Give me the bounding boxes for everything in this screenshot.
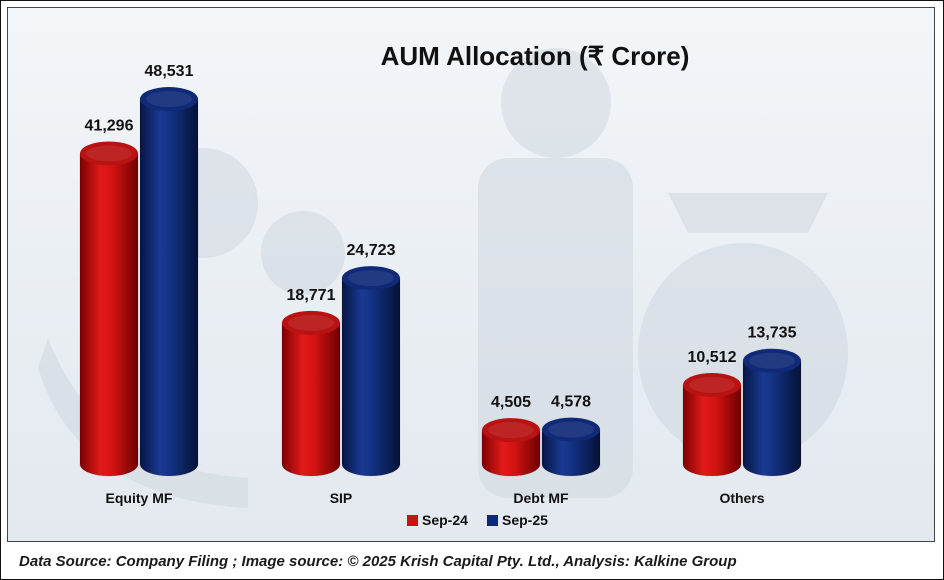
bar-sep-24-others [682,372,742,477]
chart-title: AUM Allocation (₹ Crore) [381,41,690,71]
legend-swatch-sep-25 [487,515,498,526]
bar-sep-25-debt-mf [541,417,601,477]
data-source-footer: Data Source: Company Filing ; Image sour… [19,553,737,570]
bar-sep-24-equity-mf [79,141,139,477]
category-label-others: Others [719,490,764,506]
bar-sep-25-others [742,348,802,477]
data-label-sep-25-others: 13,735 [748,325,797,342]
legend-swatch-sep-24 [407,515,418,526]
data-label-sep-24-equity-mf: 41,296 [85,117,134,134]
chart-legend: Sep-24 Sep-25 [407,512,548,528]
bar-sep-25-sip [341,266,401,477]
bar-sep-25-equity-mf [139,87,199,477]
category-label-sip: SIP [330,490,353,506]
data-label-sep-24-sip: 18,771 [287,287,336,304]
bar-sep-24-sip [281,310,341,477]
legend-label-sep-25: Sep-25 [502,512,548,528]
chart-canvas: 41,296 48,531 Equity MF 18,771 24,723 SIP 4,50… [38,41,848,528]
category-label-equity-mf: Equity MF [106,490,173,506]
bar-sep-24-debt-mf [481,418,541,477]
data-label-sep-25-debt-mf: 4,578 [551,394,591,411]
category-label-debt-mf: Debt MF [513,490,569,506]
legend-label-sep-24: Sep-24 [422,512,468,528]
chart-panel: 41,296 48,531 Equity MF 18,771 24,723 SIP 4,50… [7,7,935,542]
data-label-sep-24-debt-mf: 4,505 [491,394,531,411]
data-label-sep-25-equity-mf: 48,531 [145,63,194,80]
data-label-sep-25-sip: 24,723 [347,242,396,259]
data-label-sep-24-others: 10,512 [688,349,737,366]
